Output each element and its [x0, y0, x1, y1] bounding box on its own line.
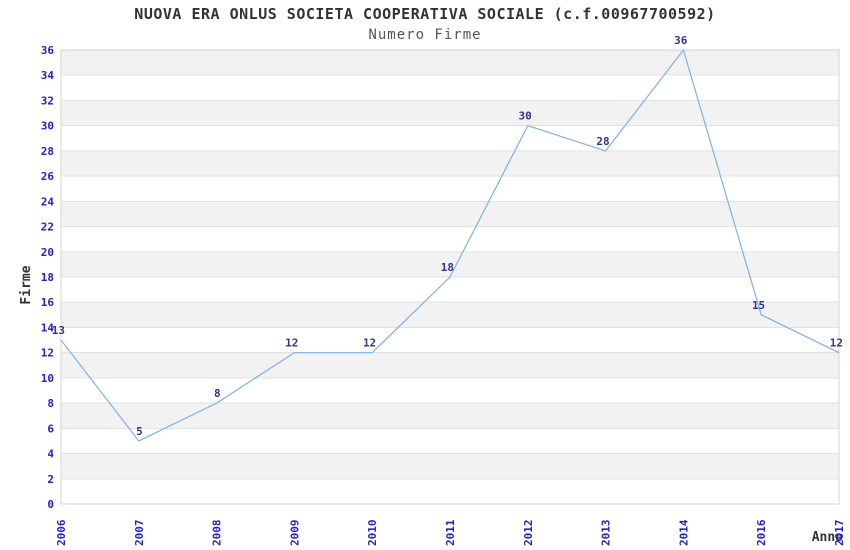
x-tick-label: 2009 — [288, 520, 301, 547]
y-tick-label: 10 — [41, 372, 54, 385]
y-tick-label: 8 — [47, 397, 54, 410]
x-tick-label: 2011 — [444, 519, 457, 546]
plot-band — [61, 201, 839, 227]
point-label: 12 — [830, 337, 843, 350]
y-tick-label: 20 — [41, 246, 54, 259]
y-axis-title: Firme — [19, 265, 34, 304]
plot-border — [60, 49, 840, 505]
y-tick-label: 0 — [47, 498, 54, 511]
chart-subtitle: Numero Firme — [368, 27, 482, 43]
y-tick-label: 36 — [41, 44, 55, 57]
plot-band — [61, 403, 839, 429]
chart-title: NUOVA ERA ONLUS SOCIETA COOPERATIVA SOCI… — [134, 5, 716, 23]
y-tick-label: 28 — [41, 145, 54, 158]
data-line — [60, 48, 840, 442]
point-label: 18 — [441, 261, 454, 274]
x-tick-label: 2006 — [55, 519, 68, 546]
y-tick-label: 34 — [41, 69, 55, 82]
y-tick-label: 12 — [41, 347, 54, 360]
y-tick-label: 24 — [41, 195, 55, 208]
y-tick-label: 4 — [47, 448, 54, 461]
y-tick-label: 2 — [47, 473, 54, 486]
point-label: 12 — [363, 337, 376, 350]
plot-band — [61, 100, 839, 126]
y-tick-label: 30 — [41, 120, 54, 133]
x-tick-label: 2017 — [833, 520, 846, 547]
plot-band — [61, 251, 839, 277]
y-tick-label: 14 — [41, 321, 55, 334]
point-label: 5 — [136, 425, 143, 438]
x-tick-label: 2016 — [755, 519, 768, 546]
point-label: 15 — [752, 299, 765, 312]
point-label: 30 — [519, 110, 532, 123]
x-tick-label: 2013 — [600, 520, 613, 547]
x-tick-label: 2014 — [677, 519, 690, 546]
plot-band — [61, 352, 839, 378]
plot-band — [61, 150, 839, 177]
y-tick-label: 32 — [41, 94, 54, 107]
point-label: 28 — [596, 135, 609, 148]
x-tick-label: 2007 — [133, 520, 146, 547]
x-tick-label: 2012 — [522, 520, 535, 547]
point-label: 36 — [674, 34, 688, 47]
point-label: 13 — [52, 324, 65, 337]
point-label: 8 — [214, 387, 221, 400]
x-tick-label: 2010 — [366, 520, 379, 547]
y-tick-label: 22 — [41, 221, 54, 234]
x-axis-title: Anno — [812, 530, 843, 545]
x-tick-label: 2008 — [211, 520, 224, 547]
y-tick-label: 16 — [41, 296, 55, 309]
plot-band — [61, 302, 839, 328]
point-label: 12 — [285, 337, 298, 350]
y-tick-label: 6 — [47, 422, 54, 435]
plot-band — [61, 453, 839, 479]
y-tick-label: 18 — [41, 271, 54, 284]
y-tick-label: 26 — [41, 170, 55, 183]
plot-band — [61, 50, 839, 76]
